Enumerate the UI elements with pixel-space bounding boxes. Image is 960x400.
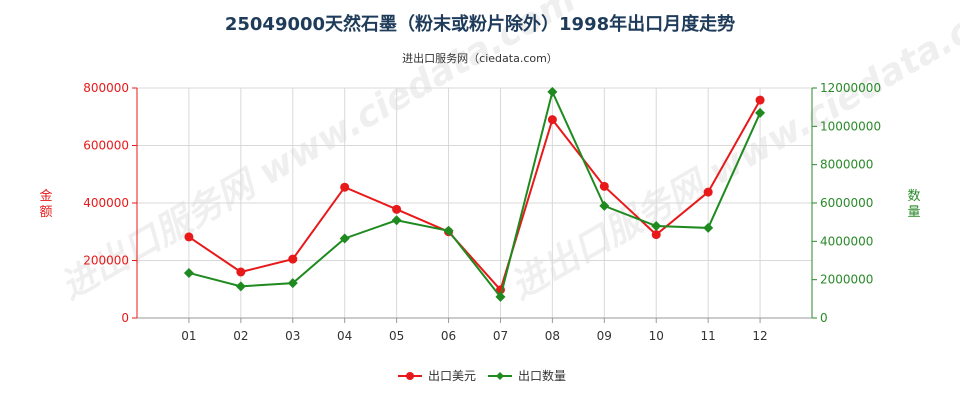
x-tick-label: 10: [649, 329, 664, 343]
data-point-diamond: [495, 291, 506, 302]
chart-title: 25049000天然石墨（粉末或粉片除外）1998年出口月度走势: [225, 13, 735, 35]
legend: 出口美元 出口数量: [398, 368, 566, 383]
legend-marker-diamond: [496, 372, 504, 380]
data-point-circle: [547, 115, 557, 125]
axes: 0200000400000600000800000020000004000000…: [39, 81, 920, 343]
x-tick-label: 01: [181, 329, 196, 343]
data-point-diamond: [755, 107, 766, 118]
series-line-diamond: [188, 88, 761, 300]
data-point-diamond: [703, 222, 714, 233]
x-tick-label: 08: [545, 329, 560, 343]
y-left-axis-title: 金额: [39, 188, 52, 220]
y-right-tick-label: 4000000: [820, 234, 873, 248]
data-point-diamond: [599, 200, 610, 211]
y-left-axis-title-char: 金: [39, 188, 52, 204]
data-point-diamond: [235, 281, 246, 292]
legend-item[interactable]: 出口美元: [398, 369, 476, 383]
x-tick-label: 12: [752, 329, 767, 343]
legend-label: 出口数量: [518, 368, 566, 383]
data-point-diamond: [443, 225, 454, 236]
x-tick-label: 06: [441, 329, 456, 343]
series: [183, 86, 766, 302]
x-tick-label: 05: [389, 329, 404, 343]
x-tick-label: 07: [493, 329, 508, 343]
y-right-axis-title: 数量: [907, 189, 920, 220]
y-right-tick-label: 12000000: [820, 81, 881, 95]
y-right-tick-label: 0: [820, 311, 828, 325]
data-point-diamond: [651, 221, 662, 231]
x-tick-label: 09: [597, 329, 612, 343]
data-point-circle: [340, 182, 350, 192]
x-tick-label: 04: [337, 329, 352, 343]
data-point-circle: [755, 95, 765, 105]
x-tick-label: 03: [285, 329, 300, 343]
y-left-axis-title-char: 额: [39, 205, 52, 220]
watermark-right: 进出口服务网 www.ciedata.com: [504, 0, 960, 308]
grid: [136, 87, 813, 319]
x-tick-label: 02: [233, 329, 248, 343]
legend-item[interactable]: 出口数量: [488, 368, 566, 383]
y-left-tick-label: 400000: [83, 196, 129, 210]
chart-subtitle: 进出口服务网（ciedata.com）: [402, 51, 558, 65]
y-left-tick-label: 600000: [83, 139, 129, 153]
legend-marker-circle: [406, 372, 414, 380]
data-point-diamond: [183, 267, 194, 278]
x-tick-label: 11: [701, 329, 716, 343]
y-left-tick-label: 800000: [83, 81, 129, 95]
y-right-tick-label: 8000000: [820, 158, 873, 172]
data-point-diamond: [287, 278, 298, 289]
y-right-tick-label: 2000000: [820, 273, 873, 287]
y-right-tick-label: 10000000: [820, 119, 881, 133]
data-point-circle: [392, 204, 402, 214]
data-point-circle: [651, 230, 661, 240]
data-point-circle: [703, 187, 713, 197]
y-left-tick-label: 200000: [83, 254, 129, 268]
data-point-diamond: [339, 233, 350, 244]
y-right-tick-label: 6000000: [820, 196, 873, 210]
y-left-tick-label: 0: [121, 311, 129, 325]
data-point-circle: [236, 267, 246, 277]
legend-label: 出口美元: [428, 369, 476, 383]
data-point-diamond: [547, 86, 558, 97]
data-point-circle: [288, 254, 298, 264]
y-right-axis-title-char: 数: [907, 189, 920, 204]
data-point-circle: [599, 181, 609, 191]
data-point-circle: [184, 232, 194, 242]
series-line-circle: [188, 99, 761, 292]
y-right-axis-title-char: 量: [907, 205, 920, 220]
data-point-diamond: [391, 215, 402, 226]
